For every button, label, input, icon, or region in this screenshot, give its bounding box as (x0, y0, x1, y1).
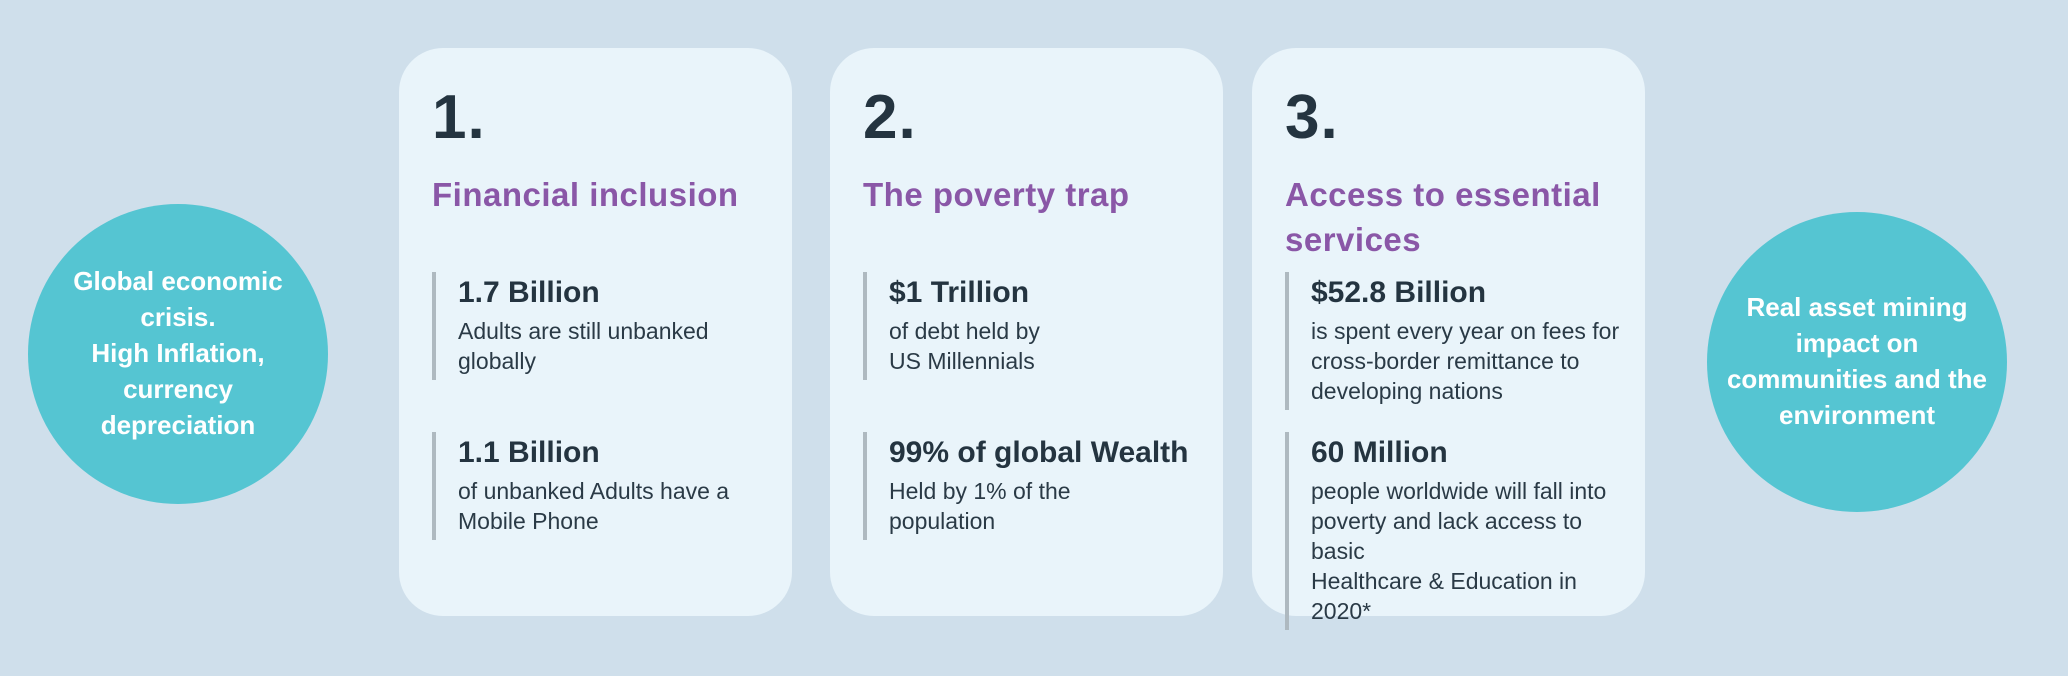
stat-desc: of debt held by US Millennials (889, 318, 1040, 374)
stat-block: $52.8 Billion is spent every year on fee… (1285, 272, 1633, 410)
stat-value: $1 Trillion (889, 276, 1030, 309)
card-heading: The poverty trap (863, 176, 1130, 213)
card-financial-inclusion: 1. Financial inclusion 1.7 Billion Adult… (399, 48, 792, 616)
stat-block: 1.1 Billion of unbanked Adults have a Mo… (432, 432, 780, 540)
stat-block: 99% of global Wealth Held by 1% of the p… (863, 432, 1211, 540)
stat-value: 60 Million (1311, 436, 1448, 469)
stat-block: 60 Million people worldwide will fall in… (1285, 432, 1633, 630)
stat-value: $52.8 Billion (1311, 276, 1487, 309)
left-circle-text: Global economic crisis. High Inflation, … (73, 266, 283, 440)
stat-desc: Held by 1% of the population (889, 478, 1071, 534)
stat-desc: people worldwide will fall into poverty … (1311, 478, 1607, 624)
left-circle: Global economic crisis. High Inflation, … (28, 204, 328, 504)
card-heading: Financial inclusion (432, 176, 739, 213)
stat-block: 1.7 Billion Adults are still unbanked gl… (432, 272, 780, 380)
card-access-essential-services: 3. Access to essential services $52.8 Bi… (1252, 48, 1645, 630)
stat-value: 99% of global Wealth (889, 436, 1189, 469)
stat-value: 1.7 Billion (458, 276, 600, 309)
right-circle: Real asset mining impact on communities … (1707, 212, 2007, 512)
card-heading: Access to essential services (1285, 176, 1601, 258)
card-number: 1. (432, 83, 486, 152)
right-circle-text: Real asset mining impact on communities … (1726, 292, 1988, 430)
stat-desc: Adults are still unbanked globally (458, 318, 709, 374)
stat-desc: is spent every year on fees for cross-bo… (1311, 318, 1620, 404)
stat-block: $1 Trillion of debt held by US Millennia… (863, 272, 1211, 380)
stat-value: 1.1 Billion (458, 436, 600, 469)
stat-desc: of unbanked Adults have a Mobile Phone (458, 478, 730, 534)
card-number: 3. (1285, 83, 1339, 152)
card-poverty-trap: 2. The poverty trap $1 Trillion of debt … (830, 48, 1223, 616)
card-number: 2. (863, 83, 917, 152)
